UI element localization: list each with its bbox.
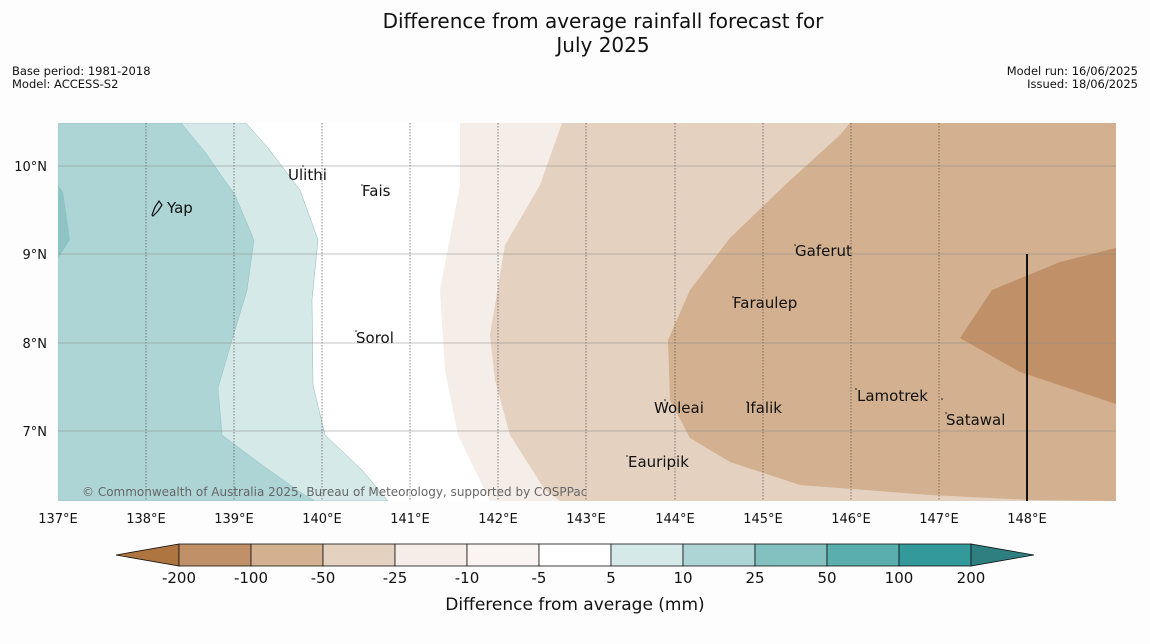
title-line-1: Difference from average rainfall forecas… — [382, 9, 824, 33]
lat-tick-label: 7°N — [23, 425, 48, 440]
lon-tick-label: 143°E — [566, 512, 606, 527]
place-lamotrek: Lamotrek — [857, 387, 928, 405]
meta-right: Model run: 16/06/2025 Issued: 18/06/2025 — [1007, 65, 1138, 91]
colorbar: -200 -100 -50 -25 -10 -5 5 10 25 50 100 … — [115, 543, 1035, 615]
base-period: Base period: 1981-2018 — [12, 64, 151, 78]
band-minus-50-100 — [960, 248, 1116, 404]
colorbar-segment — [898, 543, 972, 567]
colorbar-tick-label: -50 — [311, 569, 336, 587]
lon-tick-label: 144°E — [655, 512, 695, 527]
place-woleai: Woleai — [654, 399, 704, 417]
lat-tick-label: 10°N — [14, 160, 47, 175]
yap-island-outline — [151, 199, 163, 217]
lon-tick-label: 146°E — [831, 512, 871, 527]
lon-tick-labels: 137°E 138°E 139°E 140°E 141°E 142°E 143°… — [38, 512, 1047, 527]
colorbar-tick-label: -5 — [532, 569, 547, 587]
lon-tick-label: 148°E — [1007, 512, 1047, 527]
colorbar-tick-label: 5 — [606, 569, 616, 587]
colorbar-low-extend — [115, 543, 180, 567]
place-yap: Yap — [166, 199, 193, 217]
model-run: Model run: 16/06/2025 — [1006, 64, 1138, 78]
colorbar-tick-label: 10 — [673, 569, 692, 587]
colorbar-segment — [250, 543, 324, 567]
model-name: Model: ACCESS-S2 — [12, 77, 119, 91]
colorbar-tick-label: 50 — [817, 569, 836, 587]
lat-tick-labels: 10°N 9°N 8°N 7°N — [14, 160, 47, 440]
colorbar-segment — [610, 543, 684, 567]
colorbar-segment — [682, 543, 756, 567]
colorbar-segment — [466, 543, 540, 567]
title-line-2: July 2025 — [556, 33, 650, 57]
colorbar-segment — [394, 543, 468, 567]
colorbar-tick-label: -25 — [383, 569, 408, 587]
lon-tick-label: 145°E — [743, 512, 783, 527]
lat-tick-label: 8°N — [23, 337, 48, 352]
lon-tick-label: 147°E — [919, 512, 959, 527]
band-plus-10-25 — [58, 123, 316, 501]
lon-tick-label: 138°E — [126, 512, 166, 527]
copyright-notice: © Commonwealth of Australia 2025, Bureau… — [82, 485, 587, 499]
band-plus-25-50 — [58, 185, 70, 258]
meta-left: Base period: 1981-2018 Model: ACCESS-S2 — [12, 65, 151, 91]
colorbar-tick-label: -200 — [162, 569, 196, 587]
place-ulithi: Ulithi — [288, 166, 327, 184]
lon-tick-label: 141°E — [390, 512, 430, 527]
colorbar-tick-label: 200 — [957, 569, 986, 587]
place-fais: Fais — [362, 182, 391, 200]
lon-tick-label: 142°E — [478, 512, 518, 527]
colorbar-segment — [538, 543, 612, 567]
map-area — [58, 123, 1116, 501]
place-satawal: Satawal — [946, 411, 1005, 429]
place-eauripik: Eauripik — [628, 453, 689, 471]
issued-date: Issued: 18/06/2025 — [1027, 77, 1138, 91]
colorbar-title: Difference from average (mm) — [445, 595, 704, 615]
colorbar-tick-label: -10 — [455, 569, 480, 587]
colorbar-tick-label: -100 — [234, 569, 268, 587]
colorbar-tick-label: 100 — [885, 569, 914, 587]
place-gaferut: Gaferut — [795, 242, 852, 260]
place-ifalik: Ifalik — [746, 399, 782, 417]
colorbar-segment — [322, 543, 396, 567]
lon-tick-label: 137°E — [38, 512, 78, 527]
lon-tick-label: 139°E — [214, 512, 254, 527]
colorbar-high-extend — [970, 543, 1035, 567]
colorbar-tick-label: 25 — [745, 569, 764, 587]
place-sorol: Sorol — [356, 329, 394, 347]
place-faraulep: Faraulep — [733, 294, 797, 312]
lat-tick-label: 9°N — [23, 248, 48, 263]
colorbar-segment — [826, 543, 900, 567]
graticule — [58, 123, 1116, 501]
island-dots — [302, 165, 947, 457]
colorbar-segment — [754, 543, 828, 567]
map-title: Difference from average rainfall forecas… — [0, 9, 1150, 57]
band-minus-25-50 — [668, 123, 1116, 501]
colorbar-segment — [178, 543, 252, 567]
lon-tick-label: 140°E — [302, 512, 342, 527]
